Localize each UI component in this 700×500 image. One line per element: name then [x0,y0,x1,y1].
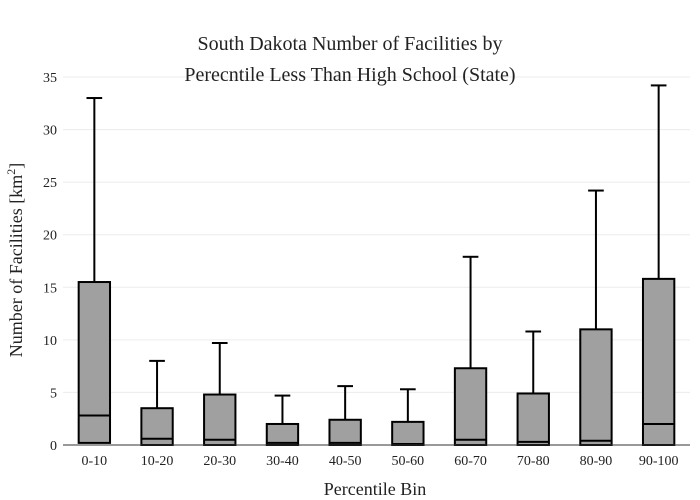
y-axis-title-end: ] [6,163,26,169]
x-tick-label: 40-50 [329,454,362,469]
box [203,393,237,447]
chart-title-line-1: South Dakota Number of Facilities by [198,33,503,55]
box [453,367,488,447]
y-tick-labels: 0 5 10 15 20 25 30 35 [43,71,57,454]
box [328,418,362,447]
x-tick-label: 60-70 [454,454,487,469]
x-tick-label: 10-20 [141,454,174,469]
x-axis-title: Percentile Bin [324,479,426,499]
y-axis-title-superscript: 2 [4,169,18,175]
y-axis-title-main: Number of Facilities [km [6,175,26,357]
box [579,328,613,447]
x-tick-labels: 0-10 10-20 20-30 30-40 40-50 50-60 60-70 70-80 8… [82,454,679,469]
box [516,392,550,447]
y-tick-label: 25 [43,176,57,191]
y-tick-label: 20 [43,229,57,244]
x-tick-label: 0-10 [82,454,108,469]
box [641,277,676,447]
box-group-30-40 [265,394,300,447]
box [391,420,425,446]
y-tick-label: 35 [43,71,57,86]
box-group-50-60 [391,388,425,446]
gridlines [63,76,690,393]
x-tick-label: 20-30 [203,454,236,469]
x-tick-label: 90-100 [639,454,679,469]
box-group-10-20 [140,359,174,447]
x-tick-label: 30-40 [266,454,299,469]
box-group-70-80 [516,330,550,447]
y-axis-title: Number of Facilities [km2] [4,163,26,357]
box [265,422,300,447]
box-group-40-50 [328,385,362,447]
y-tick-label: 5 [50,386,57,401]
y-tick-label: 30 [43,124,57,139]
y-tick-label: 0 [50,439,57,454]
boxes [77,84,676,447]
chart-title-line-2: Perecntile Less Than High School (State) [184,64,515,86]
box-group-60-70 [453,255,488,447]
x-tick-label: 50-60 [392,454,425,469]
box-group-20-30 [203,342,237,447]
box-group-0-10 [77,97,112,444]
y-tick-label: 10 [43,334,57,349]
box-group-90-100 [641,84,676,447]
box-group-80-90 [579,189,613,447]
y-tick-label: 15 [43,281,57,296]
x-tick-label: 70-80 [517,454,550,469]
x-tick-label: 80-90 [580,454,613,469]
box [77,281,112,444]
